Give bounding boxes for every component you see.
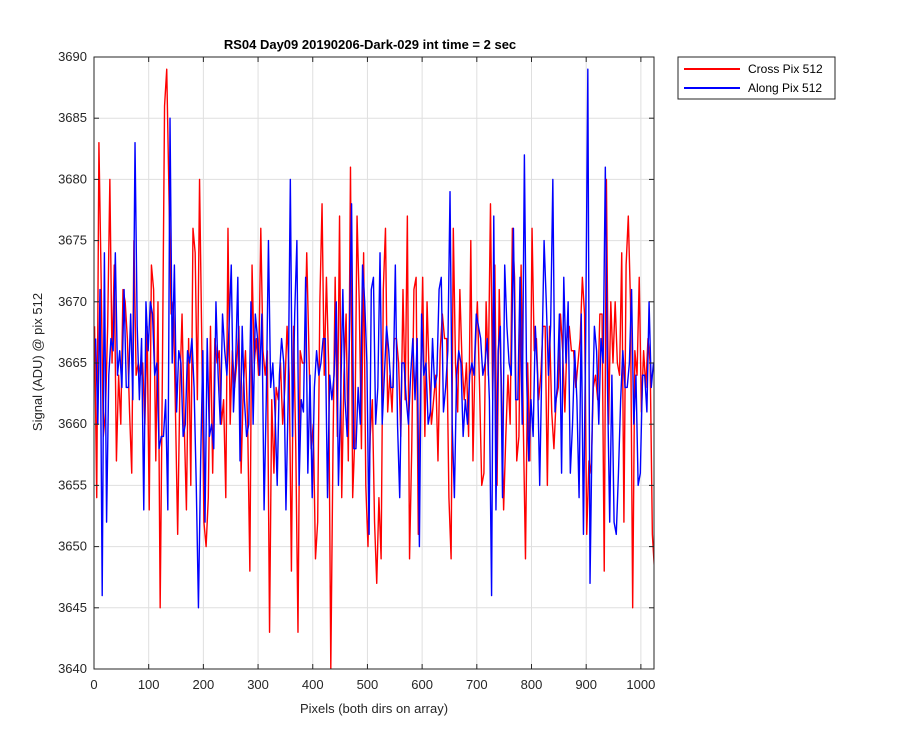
series-line-cross-pix-512 <box>94 68 654 669</box>
series-layer <box>94 68 654 669</box>
y-tick-label: 3685 <box>58 110 87 125</box>
x-tick-label: 0 <box>90 677 97 692</box>
y-tick-label: 3660 <box>58 416 87 431</box>
x-tick-label: 500 <box>357 677 379 692</box>
x-tick-label: 1000 <box>626 677 655 692</box>
x-tick-label: 300 <box>247 677 269 692</box>
x-axis-label: Pixels (both dirs on array) <box>300 701 448 716</box>
y-tick-label: 3670 <box>58 294 87 309</box>
y-tick-label: 3675 <box>58 233 87 248</box>
x-tick-label: 700 <box>466 677 488 692</box>
y-tick-label: 3645 <box>58 600 87 615</box>
x-tick-label: 200 <box>193 677 215 692</box>
legend-label-cross: Cross Pix 512 <box>748 62 823 76</box>
series-line-along-pix-512 <box>94 68 654 609</box>
x-tick-label: 900 <box>575 677 597 692</box>
y-tick-label: 3650 <box>58 539 87 554</box>
y-tick-label: 3680 <box>58 171 87 186</box>
chart-title: RS04 Day09 20190206-Dark-029 int time = … <box>224 37 516 52</box>
y-axis-label: Signal (ADU) @ pix 512 <box>30 293 45 431</box>
y-tick-label: 3640 <box>58 661 87 676</box>
y-tick-label: 3690 <box>58 49 87 64</box>
ticks: 0 100 200 300 400 500 600 700 800 900 1000 3640 3645… <box>58 49 655 692</box>
x-tick-label: 400 <box>302 677 324 692</box>
legend: Cross Pix 512 Along Pix 512 <box>677 56 836 100</box>
x-tick-label: 800 <box>521 677 543 692</box>
legend-box <box>677 56 836 100</box>
y-tick-label: 3665 <box>58 355 87 370</box>
legend-label-along: Along Pix 512 <box>748 81 822 95</box>
y-tick-label: 3655 <box>58 477 87 492</box>
x-tick-label: 600 <box>411 677 433 692</box>
x-tick-label: 100 <box>138 677 160 692</box>
